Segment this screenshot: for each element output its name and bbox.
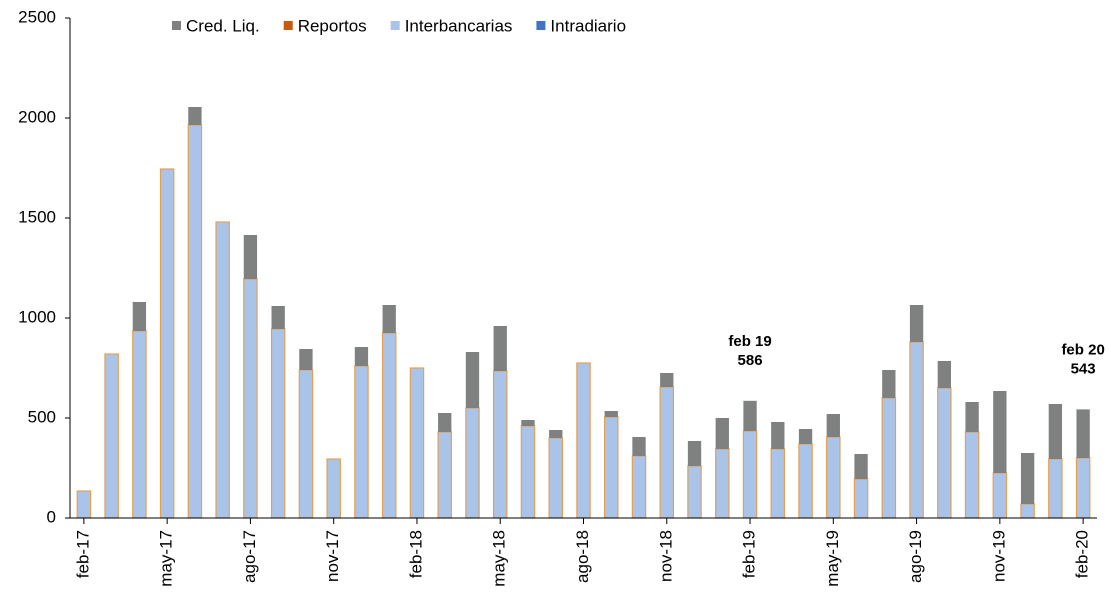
bar-segment — [660, 373, 674, 387]
bar-segment — [715, 448, 730, 519]
bar-segment — [187, 124, 203, 519]
bar-segment — [853, 478, 869, 519]
x-tick-label: feb-19 — [740, 530, 759, 578]
bar-segment — [603, 416, 619, 519]
legend-label: Interbancarias — [405, 16, 513, 35]
bar-segment — [132, 330, 147, 519]
bar-segment — [882, 370, 896, 398]
bar-segment — [243, 235, 258, 279]
y-tick-label: 2000 — [18, 107, 56, 126]
legend-swatch — [172, 21, 181, 30]
annotation: 586 — [738, 352, 763, 369]
y-tick-label: 1500 — [18, 207, 56, 226]
y-tick-label: 1000 — [18, 307, 56, 326]
bar-segment — [742, 430, 758, 519]
legend-label: Reportos — [298, 16, 367, 35]
bar-segment — [521, 420, 535, 426]
bar-segment — [104, 353, 119, 519]
bar-segment — [937, 361, 951, 388]
bar-segment — [354, 365, 369, 519]
bar-segment — [937, 387, 952, 519]
bar-segment — [743, 400, 757, 431]
bar-segment — [826, 414, 840, 437]
bar-segment — [548, 437, 564, 519]
x-tick-label: ago-18 — [573, 530, 592, 583]
bar-segment — [992, 472, 1008, 519]
bar-segment — [326, 458, 341, 519]
bar-segment — [771, 422, 785, 449]
legend-label: Intradiario — [550, 16, 626, 35]
bar-segment — [964, 431, 980, 519]
bar-segment — [159, 168, 175, 519]
bar-segment — [1020, 503, 1035, 519]
bar-segment — [854, 454, 868, 479]
y-tick-label: 0 — [47, 507, 56, 526]
bar-segment — [465, 352, 480, 408]
bar-segment — [604, 411, 618, 417]
bar-segment — [687, 465, 702, 519]
bar-segment — [381, 332, 397, 519]
bar-segment — [687, 441, 702, 466]
bar-segment — [715, 418, 729, 449]
bar-segment — [76, 490, 92, 519]
bar-segment — [1020, 453, 1035, 504]
bar-segment — [270, 328, 286, 519]
x-tick-label: may-19 — [823, 530, 842, 587]
bar-segment — [520, 425, 536, 519]
x-tick-label: nov-18 — [656, 530, 675, 582]
bar-segment — [549, 430, 563, 438]
bar-segment — [437, 431, 452, 519]
bar-segment — [465, 407, 480, 519]
bar-segment — [298, 369, 314, 519]
x-tick-label: ago-19 — [906, 530, 925, 583]
bar-segment — [770, 448, 786, 519]
bar-segment — [132, 302, 147, 331]
annotation: feb 20 — [1061, 341, 1104, 358]
bar-segment — [215, 221, 230, 519]
bar-segment — [409, 367, 425, 519]
x-tick-label: ago-17 — [240, 530, 259, 583]
bar-segment — [659, 386, 675, 519]
bar-segment — [1048, 458, 1063, 519]
x-tick-label: feb-18 — [406, 530, 425, 578]
bar-segment — [493, 326, 507, 371]
x-tick-label: may-18 — [490, 530, 509, 587]
bar-segment — [632, 437, 646, 456]
legend-label: Cred. Liq. — [186, 16, 260, 35]
y-tick-label: 500 — [28, 407, 56, 426]
x-tick-label: nov-19 — [989, 530, 1008, 582]
x-tick-label: feb-17 — [73, 530, 92, 578]
annotation: feb 19 — [728, 333, 771, 350]
bar-segment — [965, 402, 979, 432]
bar-segment — [354, 347, 369, 366]
annotation: 543 — [1071, 360, 1096, 377]
x-tick-label: may-17 — [157, 530, 176, 587]
bar-segment — [993, 391, 1007, 473]
legend-swatch — [390, 21, 400, 30]
bar-segment — [1075, 457, 1091, 519]
bar-segment — [271, 306, 285, 329]
bar-segment — [1048, 404, 1063, 459]
bar-segment — [188, 107, 202, 125]
bar-segment — [826, 436, 841, 519]
x-tick-label: nov-17 — [323, 530, 342, 582]
bar-segment — [1076, 409, 1090, 458]
bar-segment — [243, 278, 258, 519]
x-tick-label: feb-20 — [1073, 530, 1092, 578]
bar-segment — [631, 455, 647, 519]
legend-swatch — [536, 21, 546, 30]
bar-segment — [438, 413, 452, 432]
bar-segment — [909, 305, 924, 342]
bar-segment — [798, 429, 813, 444]
bar-segment — [492, 370, 508, 519]
legend-swatch — [283, 21, 293, 30]
y-tick-label: 2500 — [18, 7, 56, 26]
bar-segment — [798, 443, 813, 519]
bar-segment — [299, 349, 313, 370]
bar-segment — [382, 305, 396, 333]
bar-segment — [909, 341, 924, 519]
bar-segment — [881, 397, 897, 519]
bar-segment — [576, 362, 591, 519]
